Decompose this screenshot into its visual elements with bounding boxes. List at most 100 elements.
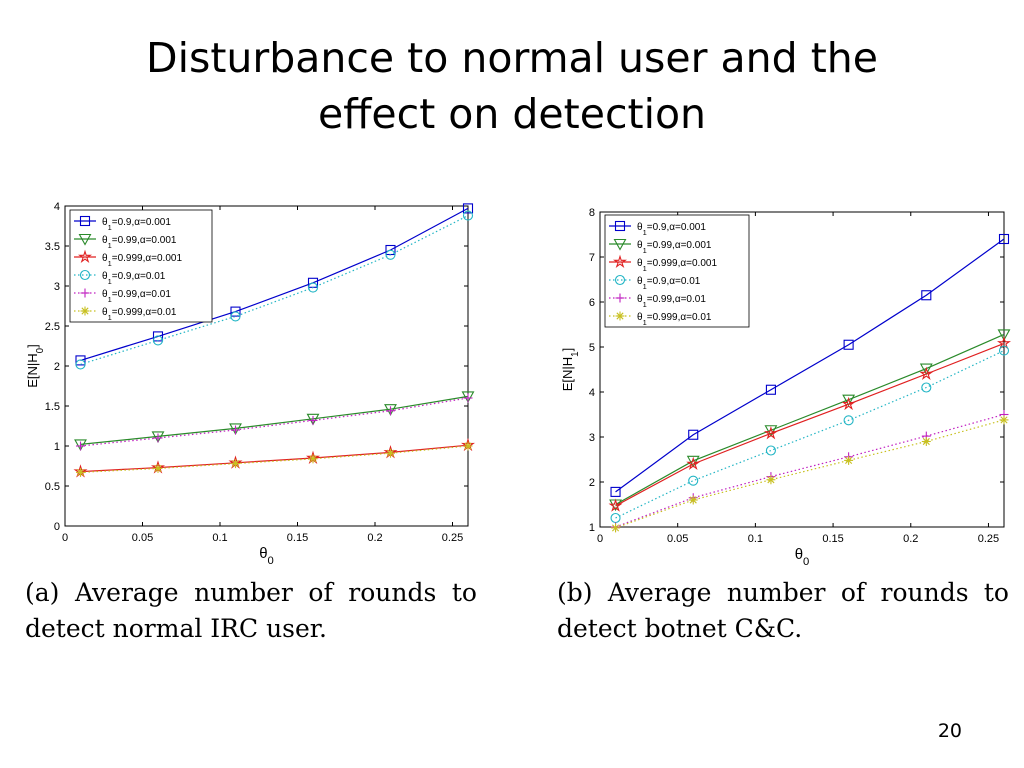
data-point: [998, 345, 1010, 356]
legend-entry: θ1=0.9,α=0.01: [102, 271, 166, 286]
data-point: [385, 249, 396, 260]
legend-marker: [615, 311, 625, 321]
data-point: [688, 495, 698, 505]
data-point: [608, 498, 623, 512]
data-point: [230, 306, 241, 317]
data-point: [919, 366, 934, 380]
y-tick-label: 2.5: [45, 321, 60, 333]
data-point: [843, 339, 854, 350]
data-point: [688, 429, 699, 440]
data-point: [921, 437, 931, 446]
legend-entry: θ1=0.99,α=0.01: [102, 289, 171, 304]
series-5: [76, 441, 473, 477]
y-tick-label: 3: [589, 432, 595, 444]
legend-box: [69, 209, 213, 323]
legend-entry: θ1=0.99,α=0.001: [102, 235, 177, 250]
caption-b-word: number: [726, 578, 826, 607]
data-point: [308, 415, 318, 425]
chart-b: 0 0.05 0.1 0.15 0.2 0.25 1 2 3 4 5 6 7 8 θ0 E[N|H1] θ1=0…: [560, 207, 1011, 568]
caption-b: (b) Average number of rounds to detect b…: [557, 575, 1009, 647]
series-line: [615, 413, 1005, 528]
legend-marker: [79, 215, 91, 227]
caption-a-word: to: [451, 578, 477, 607]
legend-entry: θ1=0.9,α=0.001: [637, 222, 706, 237]
series-line: [615, 333, 1005, 506]
caption-b-word: (b): [557, 578, 593, 607]
data-point: [999, 415, 1009, 425]
x-tick-label: 0.15: [287, 532, 308, 544]
data-point: [921, 382, 932, 393]
y-tick-label: 3.5: [45, 241, 60, 253]
data-point: [765, 445, 776, 456]
slide-title-line2: effect on detection: [317, 90, 707, 138]
series-line: [80, 207, 469, 361]
caption-a-word: (a): [25, 578, 60, 607]
series-line: [80, 397, 469, 447]
y-tick-label: 4: [589, 387, 595, 399]
x-tick-label: 0.2: [367, 532, 382, 544]
data-point: [463, 441, 473, 451]
legend-marker: [79, 269, 91, 281]
y-tick-label: 4: [54, 201, 60, 213]
series-0: [610, 233, 1010, 497]
caption-b-line1: (b) Average number of rounds to: [557, 575, 1009, 611]
data-point: [997, 336, 1011, 350]
data-point: [461, 391, 475, 404]
data-point: [842, 394, 856, 407]
y-tick-label: 0.5: [45, 481, 60, 493]
y-tick-label: 3: [54, 281, 60, 293]
legend-marker: [613, 254, 627, 268]
legend-entry: θ1=0.9,α=0.01: [637, 276, 701, 291]
data-point: [998, 233, 1010, 245]
x-tick-label: 0.1: [212, 532, 227, 544]
legend-marker: [614, 220, 626, 232]
data-point: [686, 455, 700, 468]
legend: θ1=0.9,α=0.001 θ1=0.99,α=0.001 θ1=0.999,α=…: [604, 214, 750, 328]
y-tick-label: 1.5: [45, 401, 60, 413]
data-point: [306, 413, 320, 426]
y-tick-label: 8: [589, 207, 595, 219]
data-point: [152, 335, 164, 346]
caption-a-word: rounds: [348, 578, 437, 607]
legend-entry: θ1=0.99,α=0.001: [637, 240, 712, 255]
slide-number: 20: [937, 720, 962, 742]
y-tick-label: 6: [589, 297, 595, 309]
y-tick-label: 7: [589, 252, 595, 264]
data-point: [386, 406, 395, 416]
x-tick-label: 0.2: [903, 533, 918, 545]
slide-title: Disturbance to normal user and the effec…: [0, 30, 1024, 142]
series-line: [80, 444, 469, 473]
legend-marker: [613, 238, 627, 251]
x-tick-label: 0.1: [748, 533, 763, 545]
data-point: [688, 475, 699, 486]
series-line: [615, 342, 1005, 507]
data-point: [462, 210, 474, 221]
slide-title-line1: Disturbance to normal user and the: [146, 34, 878, 82]
y-tick-label: 5: [589, 342, 595, 354]
caption-a: (a) Average number of rounds to detect n…: [25, 575, 477, 647]
series-3: [610, 345, 1010, 524]
legend-entry: θ1=0.999,α=0.001: [637, 258, 717, 273]
chart-a: 0 0.05 0.1 0.15 0.2 0.25 0 0.5 1 1.5 2 2.5 3 3.5 4 θ0 E[…: [25, 201, 475, 567]
data-point: [463, 393, 473, 403]
x-tick-label: 0.05: [667, 533, 688, 545]
data-point: [384, 404, 397, 416]
legend-entry: θ1=0.9,α=0.001: [102, 217, 171, 232]
data-point: [74, 439, 87, 452]
series-line: [80, 395, 469, 445]
data-point: [764, 425, 778, 437]
caption-b-word: to: [983, 578, 1009, 607]
x-tick-label: 0: [597, 533, 603, 545]
caption-a-word: of: [308, 578, 333, 607]
data-point: [611, 523, 621, 533]
y-tick-label: 2: [54, 361, 60, 373]
caption-a-line1: (a) Average number of rounds to: [25, 575, 477, 611]
legend: θ1=0.9,α=0.001 θ1=0.99,α=0.001 θ1=0.999,α=…: [69, 209, 213, 323]
caption-b-line2: detect botnet C&C.: [557, 614, 803, 643]
series-line: [80, 445, 469, 473]
data-point: [841, 396, 856, 411]
series-1: [74, 391, 475, 452]
data-point: [765, 384, 776, 395]
y-tick-label: 1: [54, 441, 60, 453]
legend-entry: θ1=0.999,α=0.01: [637, 312, 712, 327]
